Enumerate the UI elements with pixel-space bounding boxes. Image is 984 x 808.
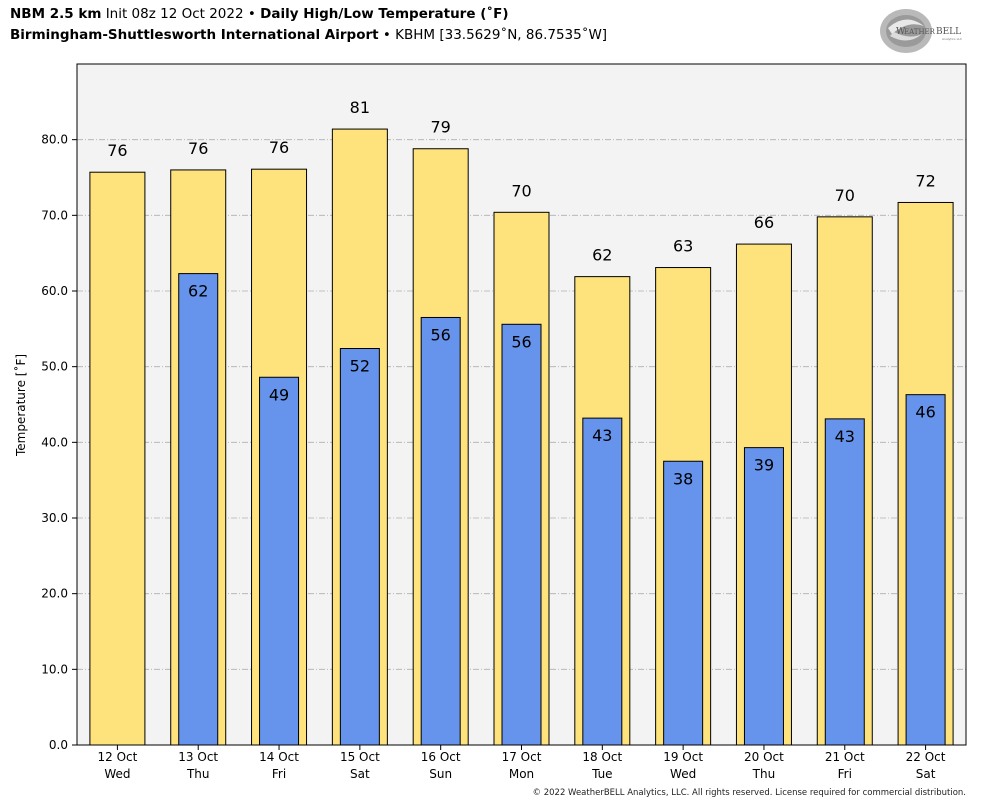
low-temp-bar [582, 417, 623, 746]
low-temp-label: 49 [269, 385, 289, 404]
low-temp-bar [178, 273, 219, 746]
low-temp-label: 56 [511, 332, 531, 351]
x-tick-label-date: 16 Oct [421, 750, 461, 764]
x-tick-label-day: Fri [272, 767, 286, 781]
low-temp-bar [663, 460, 704, 746]
station-name: Birmingham-Shuttlesworth International A… [10, 27, 379, 43]
y-tick-label: 10.0 [41, 662, 68, 676]
low-temp-label: 62 [188, 282, 208, 301]
high-temp-label: 76 [107, 141, 127, 160]
chart-header-line-2: Birmingham-Shuttlesworth International A… [10, 27, 607, 43]
y-tick-label: 20.0 [41, 587, 68, 601]
low-temp-bar [259, 376, 300, 746]
high-temp-label: 81 [350, 98, 370, 117]
bars [89, 128, 954, 746]
axes: 0.0 10.0 20.0 30.0 40.0 50.0 60.0 70.0 80.0 12 Oc… [41, 133, 946, 781]
x-tick-label-day: Wed [670, 767, 696, 781]
svg-text:W: W [896, 27, 906, 37]
value-labels: 76 76 62 76 49 81 52 79 56 70 56 62 43 63 38 66 39 70 43 72… [107, 98, 936, 488]
init-time: Init 08z 12 Oct 2022 [105, 6, 244, 22]
x-tick-label-date: 15 Oct [340, 750, 380, 764]
x-tick-label-date: 18 Oct [582, 750, 622, 764]
weatherbell-logo: W EATHER BELL Analytics LLC [878, 6, 970, 56]
high-temp-label: 76 [188, 139, 208, 158]
low-temp-label: 56 [431, 325, 451, 344]
low-temp-bar [824, 418, 865, 746]
high-temp-label: 70 [511, 181, 531, 200]
separator-bullet: • [247, 6, 256, 22]
y-tick-label: 50.0 [41, 360, 68, 374]
y-tick-label: 30.0 [41, 511, 68, 525]
low-temp-label: 52 [350, 357, 370, 376]
x-tick-label-day: Sat [916, 767, 936, 781]
low-temp-label: 46 [915, 403, 935, 422]
x-tick-label-date: 22 Oct [906, 750, 946, 764]
high-temp-label: 76 [269, 138, 289, 157]
low-temp-bar [420, 316, 461, 746]
plot-frame [76, 63, 967, 746]
svg-text:BELL: BELL [936, 27, 961, 37]
x-tick-label-day: Fri [838, 767, 852, 781]
x-tick-label-day: Thu [752, 767, 776, 781]
x-tick-label-day: Mon [509, 767, 534, 781]
high-temp-bar [89, 171, 146, 746]
model-name: NBM 2.5 km [10, 6, 102, 22]
low-temp-label: 38 [673, 469, 693, 488]
x-tick-label-date: 12 Oct [97, 750, 137, 764]
x-tick-label-date: 17 Oct [502, 750, 542, 764]
x-tick-label-date: 13 Oct [178, 750, 218, 764]
x-tick-label-day: Sun [429, 767, 452, 781]
high-temp-label: 79 [431, 118, 451, 137]
station-info: KBHM [33.5629˚N, 86.7535˚W] [395, 27, 608, 43]
y-tick-label: 60.0 [41, 284, 68, 298]
high-temp-label: 63 [673, 237, 693, 256]
low-temp-bar [339, 348, 380, 746]
low-temp-label: 39 [754, 456, 774, 475]
y-tick-label: 70.0 [41, 208, 68, 222]
x-tick-label-date: 21 Oct [825, 750, 865, 764]
separator-bullet-2: • [382, 27, 391, 43]
x-tick-label-day: Tue [591, 767, 613, 781]
product-title: Daily High/Low Temperature (˚F) [260, 6, 509, 22]
low-temp-bar [501, 323, 542, 746]
y-tick-label: 40.0 [41, 435, 68, 449]
high-temp-label: 72 [915, 171, 935, 190]
y-tick-label: 0.0 [49, 738, 68, 752]
low-temp-label: 43 [592, 426, 612, 445]
x-tick-label-date: 20 Oct [744, 750, 784, 764]
copyright-footer: © 2022 WeatherBELL Analytics, LLC. All r… [532, 788, 966, 798]
high-temp-label: 66 [754, 213, 774, 232]
x-tick-label-date: 19 Oct [663, 750, 703, 764]
chart-header-line-1: NBM 2.5 km Init 08z 12 Oct 2022 • Daily … [10, 6, 509, 22]
high-temp-label: 62 [592, 246, 612, 265]
y-axis-label: Temperature [˚F] [13, 354, 28, 457]
low-temp-bar [743, 447, 784, 746]
svg-text:Analytics LLC: Analytics LLC [942, 37, 962, 41]
x-tick-label-date: 14 Oct [259, 750, 299, 764]
low-temp-label: 43 [835, 427, 855, 446]
high-temp-label: 70 [835, 186, 855, 205]
y-tick-label: 80.0 [41, 133, 68, 147]
x-tick-label-day: Thu [186, 767, 210, 781]
low-temp-bar [905, 394, 946, 746]
x-tick-label-day: Wed [104, 767, 130, 781]
x-tick-label-day: Sat [350, 767, 370, 781]
svg-text:EATHER: EATHER [904, 28, 936, 36]
